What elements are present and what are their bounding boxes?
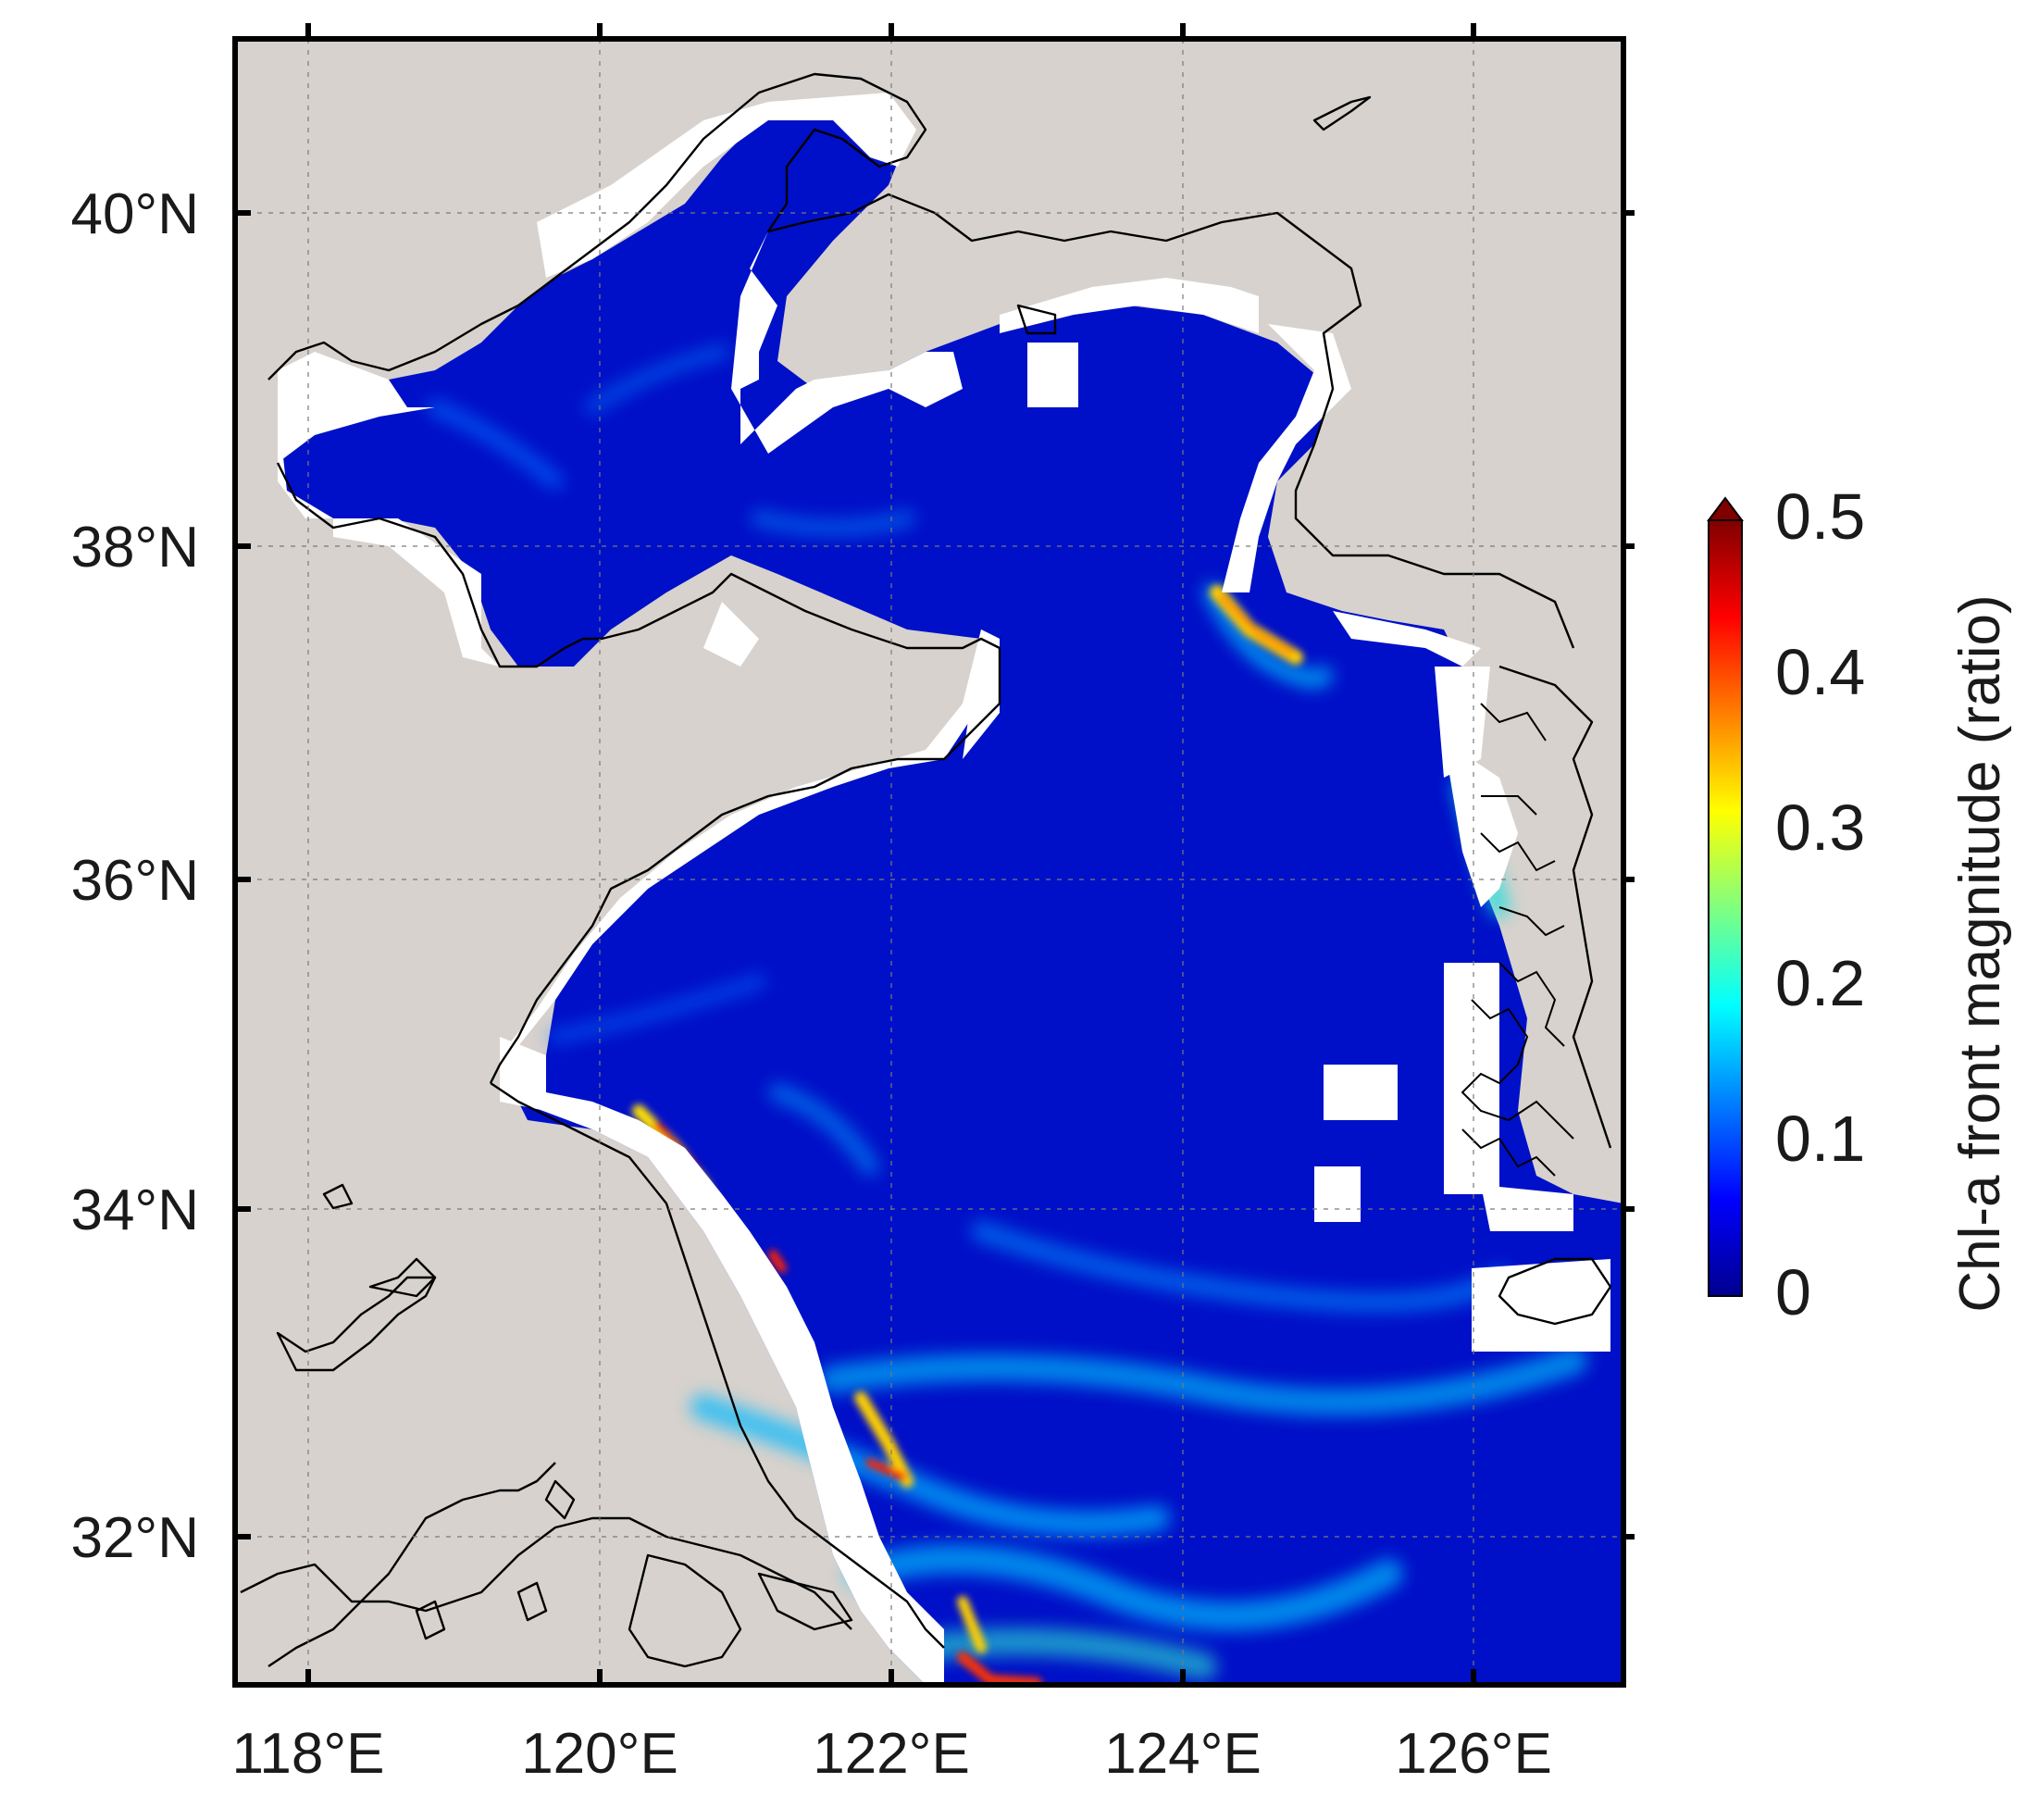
tick-marks xyxy=(235,23,1635,1685)
coastline xyxy=(240,72,1612,1668)
colorbar-extend-arrow xyxy=(1707,496,1744,521)
y-tick-label: 38°N xyxy=(70,516,199,580)
colorbar-tick-label: 0.1 xyxy=(1775,1103,1865,1175)
x-tick-label: 120°E xyxy=(521,1722,678,1786)
y-tick-label: 36°N xyxy=(70,849,199,913)
colorbar-gradient xyxy=(1708,519,1743,1297)
colorbar-tick-label: 0 xyxy=(1775,1256,1811,1328)
y-tick-labels: 40°N 38°N 36°N 34°N 32°N xyxy=(70,182,199,1570)
x-tick-label: 122°E xyxy=(813,1722,970,1786)
colorbar-tick-labels: 0.5 0.4 0.3 0.2 0.1 0 xyxy=(1775,480,1865,1328)
colorbar: 0.5 0.4 0.3 0.2 0.1 0 Chl-a front magnit… xyxy=(1707,480,2012,1328)
x-tick-label: 124°E xyxy=(1104,1722,1262,1786)
y-tick-label: 34°N xyxy=(70,1178,199,1242)
colorbar-tick-label: 0.3 xyxy=(1775,792,1865,864)
colorbar-title: Chl-a front magnitude (ratio) xyxy=(1948,594,2012,1312)
x-tick-labels: 118°E 120°E 122°E 124°E 126°E xyxy=(232,1722,1552,1786)
x-tick-label: 118°E xyxy=(232,1722,385,1786)
gridlines xyxy=(235,39,1623,1685)
map-frame xyxy=(232,36,1626,1688)
colorbar-tick-label: 0.2 xyxy=(1775,947,1865,1019)
korean-archipelago xyxy=(1461,703,1574,1177)
y-tick-label: 40°N xyxy=(70,182,199,246)
x-tick-label: 126°E xyxy=(1395,1722,1552,1786)
map-panel xyxy=(235,39,1623,1685)
colorbar-tick-label: 0.5 xyxy=(1775,480,1865,553)
y-tick-label: 32°N xyxy=(70,1506,199,1570)
colorbar-tick-label: 0.4 xyxy=(1775,636,1865,708)
